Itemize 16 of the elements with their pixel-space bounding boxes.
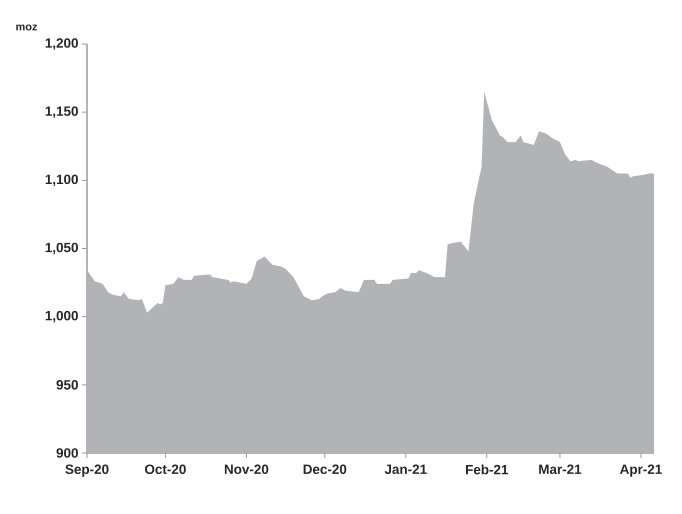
y-tick-label: 1,000: [46, 310, 78, 322]
x-tick-label: Nov-20: [224, 464, 268, 474]
x-tick-label: Jan-21: [384, 464, 427, 474]
y-tick-label: 950: [56, 380, 78, 390]
x-tick-label: Feb-21: [466, 464, 508, 474]
y-axis-title: moz: [16, 24, 38, 30]
x-tick-label: Mar-21: [539, 464, 582, 474]
x-tick-label: Apr-21: [620, 464, 662, 477]
y-tick-label: 1,150: [46, 106, 78, 118]
y-tick-label: 900: [56, 448, 78, 458]
x-tick-label: Sep-20: [65, 464, 109, 477]
x-tick-label: Dec-20: [304, 464, 346, 474]
y-tick-label: 1,050: [46, 242, 78, 254]
y-tick-label: 1,100: [46, 174, 78, 186]
y-tick-label: 1,200: [46, 38, 78, 50]
x-tick-label: Oct-20: [145, 464, 186, 474]
